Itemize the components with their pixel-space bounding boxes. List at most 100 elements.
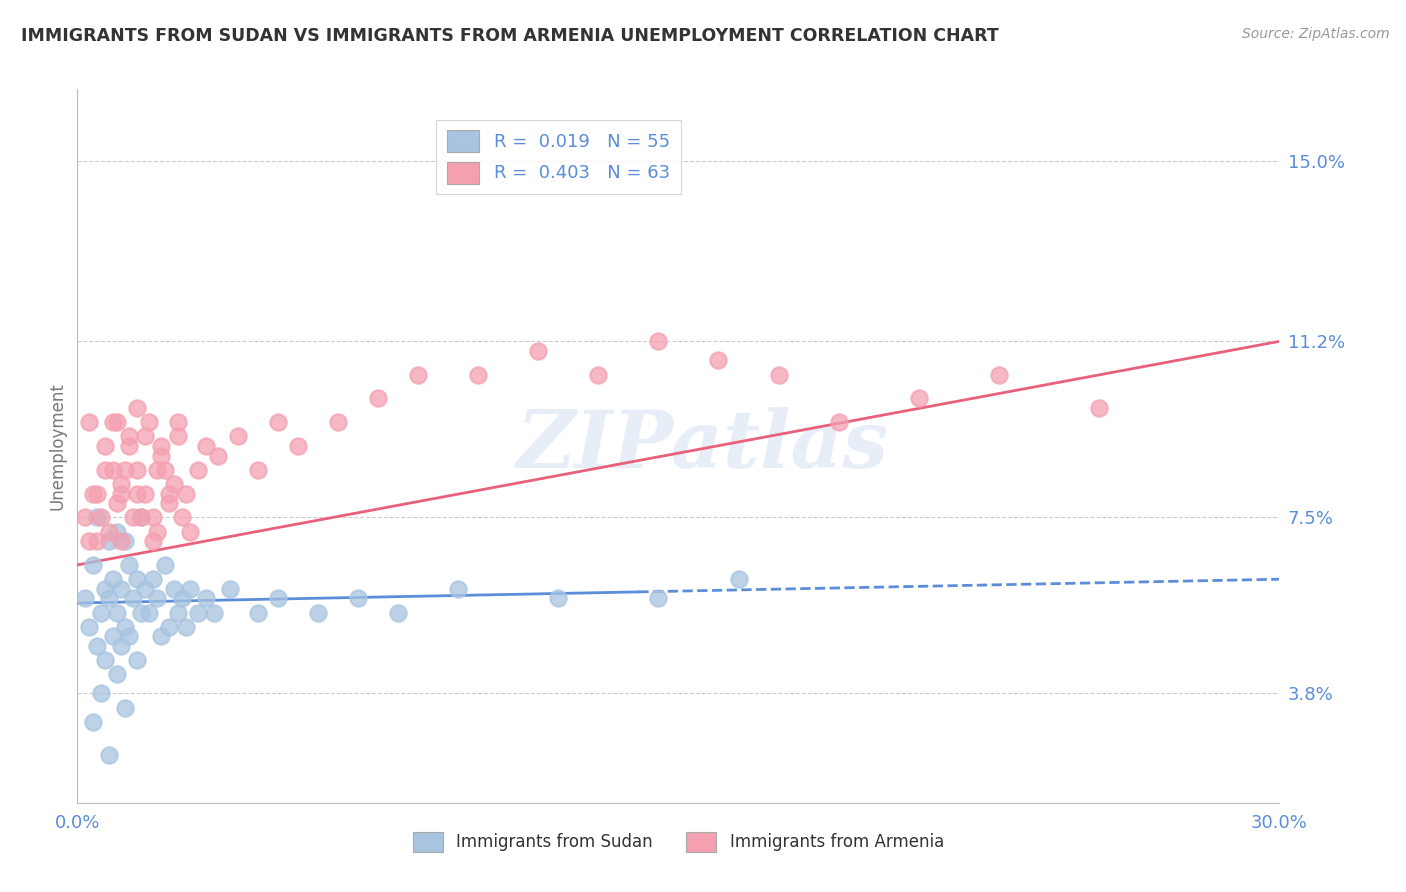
Point (150, 449, 173, 463)
Point (162, 477, 184, 491)
Point (86, 486, 108, 500)
Point (647, 591, 669, 606)
Point (94, 653, 117, 667)
Point (86, 534, 108, 549)
Point (118, 429, 141, 443)
Point (122, 591, 145, 606)
Point (79, 620, 101, 634)
Point (82, 486, 104, 500)
Point (107, 524, 129, 539)
Point (107, 496, 129, 510)
Point (103, 415, 125, 429)
Point (155, 463, 177, 477)
Point (110, 486, 132, 500)
Point (186, 606, 209, 620)
Point (110, 639, 132, 653)
Point (82, 558, 104, 572)
Point (90, 606, 112, 620)
Point (127, 653, 149, 667)
Text: Source: ZipAtlas.com: Source: ZipAtlas.com (1241, 27, 1389, 41)
Y-axis label: Unemployment: Unemployment (48, 382, 66, 510)
Point (908, 392, 931, 406)
Point (79, 415, 101, 429)
Point (142, 534, 165, 549)
Point (146, 463, 169, 477)
Point (110, 477, 132, 491)
Point (166, 415, 188, 429)
Point (127, 572, 149, 586)
Point (218, 582, 240, 596)
Point (159, 486, 181, 500)
Point (828, 415, 851, 429)
Point (287, 439, 309, 453)
Point (82, 714, 104, 729)
Point (406, 368, 429, 382)
Point (134, 429, 156, 443)
Point (547, 591, 569, 606)
Point (138, 415, 160, 429)
Point (159, 620, 181, 634)
Point (588, 368, 610, 382)
Point (98, 524, 121, 539)
Point (103, 463, 125, 477)
Legend: Immigrants from Sudan, Immigrants from Armenia: Immigrants from Sudan, Immigrants from A… (406, 825, 950, 859)
Point (98, 748, 121, 763)
Point (114, 620, 136, 634)
Point (155, 558, 177, 572)
Point (202, 606, 225, 620)
Point (127, 486, 149, 500)
Point (127, 401, 149, 415)
Point (75, 510, 97, 524)
Point (267, 591, 290, 606)
Point (150, 629, 173, 643)
Text: IMMIGRANTS FROM SUDAN VS IMMIGRANTS FROM ARMENIA UNEMPLOYMENT CORRELATION CHART: IMMIGRANTS FROM SUDAN VS IMMIGRANTS FROM… (21, 27, 998, 45)
Point (194, 591, 217, 606)
Point (134, 582, 156, 596)
Point (90, 686, 112, 700)
Point (146, 524, 169, 539)
Point (246, 463, 269, 477)
Point (107, 667, 129, 681)
Point (86, 639, 108, 653)
Point (94, 463, 117, 477)
Point (179, 582, 201, 596)
Point (174, 620, 197, 634)
Point (146, 591, 169, 606)
Point (367, 392, 389, 406)
Point (768, 368, 790, 382)
Point (94, 439, 117, 453)
Point (346, 591, 368, 606)
Point (110, 582, 132, 596)
Point (166, 429, 188, 443)
Point (1088, 401, 1111, 415)
Point (142, 510, 165, 524)
Point (988, 368, 1011, 382)
Point (98, 591, 121, 606)
Point (118, 558, 141, 572)
Point (170, 510, 193, 524)
Point (118, 629, 141, 643)
Text: ZIPatlas: ZIPatlas (516, 408, 889, 484)
Point (142, 572, 165, 586)
Point (186, 463, 209, 477)
Point (90, 510, 112, 524)
Point (134, 486, 156, 500)
Point (226, 429, 249, 443)
Point (107, 606, 129, 620)
Point (647, 334, 669, 349)
Point (150, 439, 173, 453)
Point (194, 439, 217, 453)
Point (103, 629, 125, 643)
Point (326, 415, 349, 429)
Point (246, 606, 269, 620)
Point (110, 534, 132, 549)
Point (467, 368, 489, 382)
Point (118, 439, 141, 453)
Point (86, 510, 108, 524)
Point (131, 510, 153, 524)
Point (122, 510, 145, 524)
Point (131, 510, 153, 524)
Point (103, 572, 125, 586)
Point (138, 606, 160, 620)
Point (79, 534, 101, 549)
